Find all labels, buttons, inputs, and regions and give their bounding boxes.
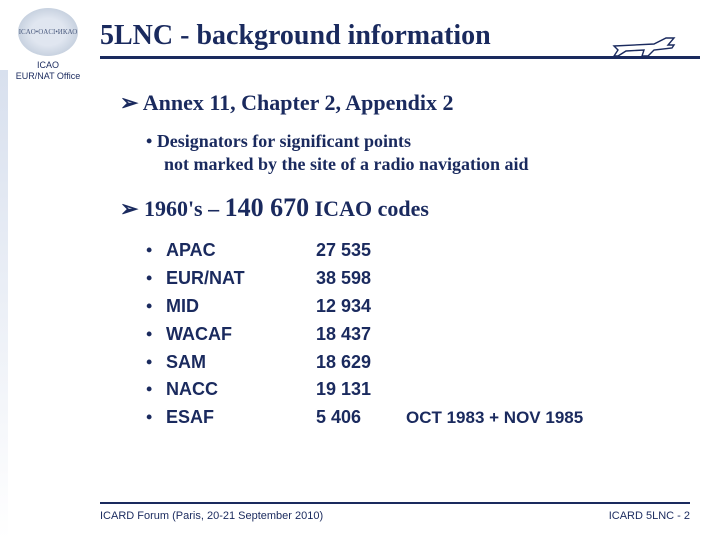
footer-line — [100, 502, 690, 504]
region-row: • WACAF 18 437 — [146, 321, 690, 349]
emblem-text: ICAO•OACI•ИКАО — [19, 29, 78, 36]
region-num: 27 535 — [316, 237, 406, 265]
slide: ICAO•OACI•ИКАО ICAO EUR/NAT Office 5LNC … — [0, 0, 720, 540]
region-num: 12 934 — [316, 293, 406, 321]
region-row: • NACC 19 131 — [146, 376, 690, 404]
logo-line2: EUR/NAT Office — [8, 71, 88, 82]
footer: ICARD Forum (Paris, 20-21 September 2010… — [100, 502, 690, 522]
sub1-line1: Designators for significant points — [157, 131, 411, 151]
region-row: • SAM 18 629 — [146, 349, 690, 377]
codes-prefix: 1960's – — [144, 196, 225, 221]
region-num: 38 598 — [316, 265, 406, 293]
region-name: MID — [166, 293, 316, 321]
region-name: APAC — [166, 237, 316, 265]
bullet-dot: • — [146, 404, 166, 432]
logo-line1: ICAO — [8, 60, 88, 71]
region-name: NACC — [166, 376, 316, 404]
footer-left: ICARD Forum (Paris, 20-21 September 2010… — [100, 510, 323, 522]
region-list: • APAC 27 535 • EUR/NAT 38 598 • MID 12 … — [146, 237, 690, 432]
side-stripe — [0, 70, 8, 540]
codes-num: 140 670 — [225, 193, 310, 222]
region-row: • EUR/NAT 38 598 — [146, 265, 690, 293]
bullet-annex: Annex 11, Chapter 2, Appendix 2 — [120, 90, 690, 116]
region-num: 18 437 — [316, 321, 406, 349]
bullet-codes: ➢ 1960's – 140 670 ICAO codes — [120, 193, 690, 223]
sub-bullet-designators: Designators for significant points not m… — [146, 130, 690, 175]
region-name: WACAF — [166, 321, 316, 349]
footer-right: ICARD 5LNC - 2 — [609, 510, 690, 522]
bullet-dot: • — [146, 376, 166, 404]
bullet-dot: • — [146, 237, 166, 265]
region-extra: OCT 1983 + NOV 1985 — [406, 405, 583, 431]
codes-suffix: ICAO codes — [309, 196, 429, 221]
footer-text: ICARD Forum (Paris, 20-21 September 2010… — [100, 510, 690, 522]
region-name: SAM — [166, 349, 316, 377]
region-name: ESAF — [166, 404, 316, 432]
title-underline — [100, 56, 700, 59]
bullet-dot: • — [146, 321, 166, 349]
bullet-dot: • — [146, 265, 166, 293]
region-name: EUR/NAT — [166, 265, 316, 293]
region-num: 19 131 — [316, 376, 406, 404]
region-num: 5 406 — [316, 404, 406, 432]
region-row: • ESAF 5 406 OCT 1983 + NOV 1985 — [146, 404, 690, 432]
content: Annex 11, Chapter 2, Appendix 2 Designat… — [120, 90, 690, 432]
logo-text: ICAO EUR/NAT Office — [8, 60, 88, 82]
region-row: • APAC 27 535 — [146, 237, 690, 265]
title-bar: 5LNC - background information — [100, 20, 700, 59]
icao-emblem-icon: ICAO•OACI•ИКАО — [18, 8, 78, 56]
region-row: • MID 12 934 — [146, 293, 690, 321]
bullet-dot: • — [146, 349, 166, 377]
bullet-dot: • — [146, 293, 166, 321]
region-num: 18 629 — [316, 349, 406, 377]
logo-area: ICAO•OACI•ИКАО ICAO EUR/NAT Office — [8, 8, 88, 82]
sub1-line2: not marked by the site of a radio naviga… — [164, 154, 529, 174]
